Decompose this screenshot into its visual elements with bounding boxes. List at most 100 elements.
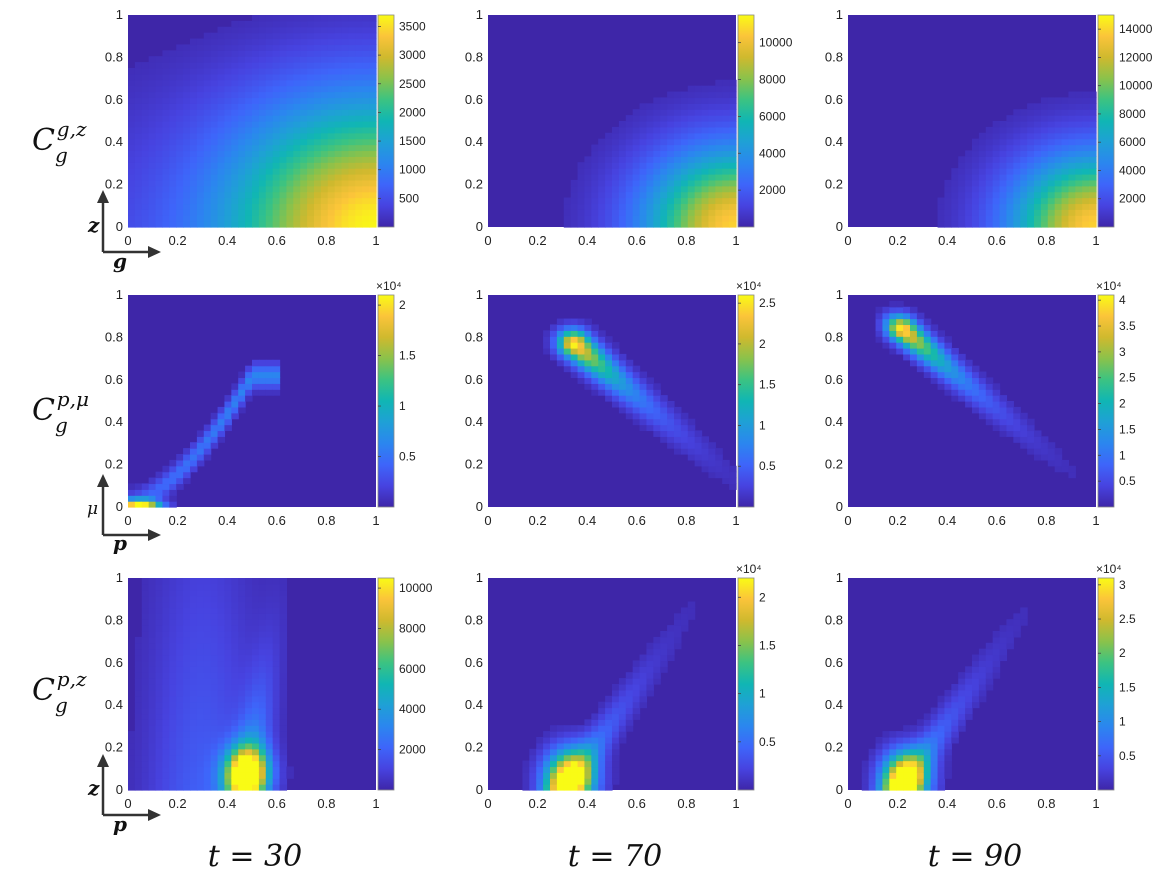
heatmap-cell — [203, 583, 212, 591]
heatmap-cell — [612, 778, 620, 785]
heatmap-cell — [334, 209, 343, 216]
heatmap-cell — [252, 162, 260, 169]
heatmap-cell — [245, 103, 253, 110]
y-tick-label: 1 — [476, 287, 483, 302]
heatmap-cell — [972, 138, 980, 146]
heatmap-cell — [632, 109, 641, 116]
heatmap-cell — [625, 144, 634, 152]
heatmap-cell — [1040, 126, 1049, 134]
heatmap-cell — [307, 209, 315, 216]
heatmap-cell — [937, 784, 946, 791]
heatmap-cell — [210, 613, 219, 620]
heatmap-cell — [169, 754, 177, 762]
heatmap-cell — [362, 209, 370, 216]
heatmap-cell — [169, 115, 177, 122]
heatmap-cell — [203, 648, 212, 656]
heatmap-cell — [224, 191, 232, 199]
heatmap-cell — [1089, 156, 1097, 163]
heatmap-cell — [155, 144, 164, 152]
heatmap-cell — [286, 162, 294, 169]
heatmap-cell — [715, 197, 723, 205]
heatmap-cell — [1061, 203, 1070, 210]
heatmap-cell — [978, 215, 987, 222]
heatmap-cell — [708, 97, 716, 104]
heatmap-cell — [1027, 179, 1035, 187]
heatmap-cell — [148, 477, 157, 485]
heatmap-cell — [224, 144, 232, 152]
heatmap-cell — [646, 132, 654, 140]
heatmap-cell — [978, 209, 987, 216]
heatmap-cell — [1040, 209, 1049, 216]
heatmap-cell — [999, 625, 1008, 632]
heatmap-cell — [362, 68, 370, 75]
heatmap-cell — [155, 203, 164, 210]
heatmap-cell — [612, 377, 620, 384]
heatmap-cell — [314, 20, 322, 28]
heatmap-cell — [882, 778, 890, 785]
heatmap-cell — [985, 203, 994, 210]
heatmap-cell — [231, 174, 239, 181]
heatmap-cell — [653, 412, 661, 420]
y-tick-label: 0.4 — [465, 134, 483, 149]
heatmap-cell — [341, 126, 350, 134]
heatmap-cell — [563, 731, 572, 738]
heatmap-cell — [286, 32, 294, 40]
heatmap-cell — [923, 784, 932, 791]
heatmap-cell — [286, 20, 294, 28]
heatmap-cell — [238, 132, 246, 140]
heatmap-cell — [231, 601, 239, 609]
heatmap-cell — [341, 209, 350, 216]
heatmap-cell — [334, 168, 343, 175]
heatmap-cell — [916, 766, 925, 773]
heatmap-cell — [334, 121, 343, 128]
heatmap-cell — [334, 197, 343, 205]
heatmap-cell — [985, 221, 994, 228]
heatmap-cell — [369, 103, 377, 110]
heatmap-cell — [272, 359, 281, 367]
heatmap-cell — [238, 748, 246, 756]
heatmap-cell — [231, 115, 239, 122]
heatmap-cell — [286, 168, 294, 175]
heatmap-cell — [155, 179, 164, 187]
heatmap-cell — [155, 62, 164, 69]
heatmap-cell — [293, 121, 301, 128]
x-tick-label: 0.4 — [578, 513, 596, 528]
x-tick-label: 1 — [372, 796, 379, 811]
heatmap-cell — [584, 174, 592, 181]
heatmap-cell — [618, 185, 627, 193]
heatmap-cell — [715, 168, 723, 175]
heatmap-cell — [1020, 613, 1028, 620]
heatmap-cell — [1006, 115, 1014, 122]
heatmap-cell — [667, 168, 675, 175]
heatmap-cell — [937, 348, 946, 355]
heatmap-cell — [598, 359, 606, 367]
heatmap-cell — [985, 168, 994, 175]
heatmap-cell — [694, 203, 703, 210]
heatmap-cell — [708, 179, 716, 187]
heatmap-cell — [889, 348, 897, 355]
heatmap-cell — [1068, 179, 1076, 187]
colorbar-tick-label: 2.5 — [759, 296, 776, 310]
heatmap-cell — [148, 144, 157, 152]
heatmap-cell — [252, 748, 260, 756]
heatmap-cell — [729, 121, 737, 128]
heatmap-cell — [265, 221, 274, 228]
heatmap-cell — [148, 631, 157, 638]
heatmap-cell — [653, 389, 661, 396]
heatmap-cell — [224, 731, 232, 738]
heatmap-cell — [618, 353, 627, 361]
heatmap-cell — [210, 707, 219, 715]
heatmap-cell — [951, 359, 959, 367]
heatmap-cell — [238, 115, 246, 122]
heatmap-cell — [985, 126, 994, 134]
heatmap-cell — [1075, 215, 1083, 222]
heatmap-cell — [183, 477, 191, 485]
heatmap-cell — [680, 162, 689, 169]
heatmap-cell — [903, 312, 911, 320]
heatmap-cell — [327, 44, 336, 51]
heatmap-cell — [729, 471, 737, 479]
heatmap-cell — [1068, 168, 1076, 175]
heatmap-cell — [272, 168, 281, 175]
heatmap-cell — [930, 754, 939, 762]
heatmap-cell — [916, 348, 925, 355]
